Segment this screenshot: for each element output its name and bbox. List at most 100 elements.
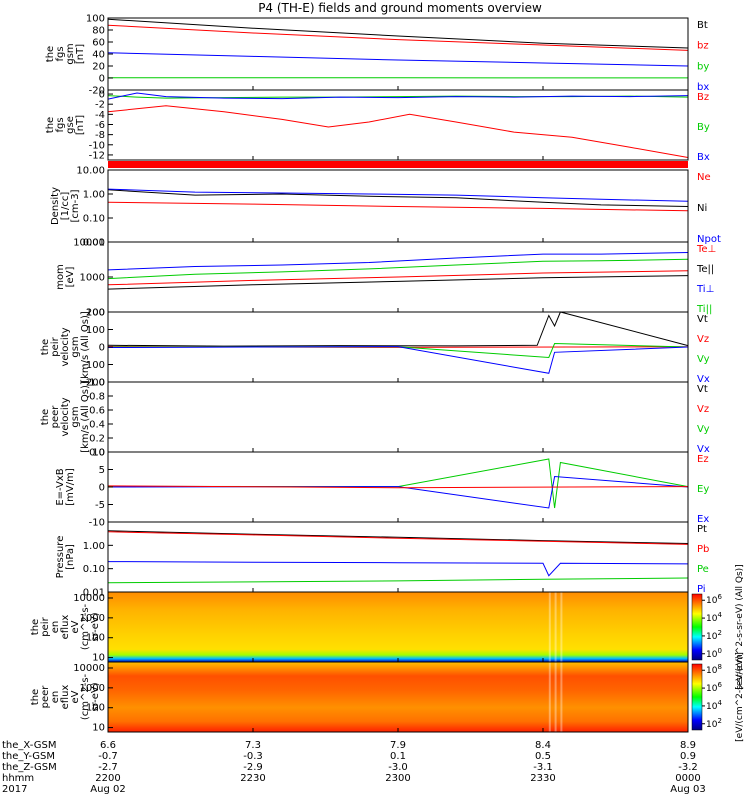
y-tick-label: -4: [95, 110, 105, 121]
x-axis-value: -3.1: [533, 762, 553, 773]
legend-label-Ey: Ey: [697, 484, 709, 495]
panel-fgs-gse: 0-2-4-6-8-10-12 Bz By Bx thefgsgse[nT]: [45, 89, 710, 163]
y-tick-label: 0.10: [83, 564, 105, 575]
panel-peer-velocity: 1.0 0.8 0.6 0.4 0.2 0.0 Vt Vz Vy Vx thepeervelocit…: [40, 378, 710, 459]
x-axis-value: 6.6: [100, 740, 116, 751]
y-tick-label: -12: [89, 150, 105, 161]
y-tick-label: 100: [86, 14, 105, 25]
y-tick-label: 0.4: [89, 420, 105, 431]
colorbar-label: [eV/(cm^2-s-sr-eV) (All Qs)]: [735, 564, 745, 689]
legend-label-By: By: [697, 122, 710, 133]
y-tick-label: 5: [99, 465, 105, 476]
series-line-bz: [107, 24, 689, 51]
y-tick-label: -100: [82, 360, 105, 371]
spectrogram-stripe: [548, 592, 551, 662]
panel-peir-eflux: 10000 1000 100 10 106 104 102 100 [eV/(cm^2-s-sr…: [30, 564, 745, 689]
x-axis-value: 8.4: [535, 740, 551, 751]
series-line-Pt: [107, 530, 689, 544]
spectrogram: [108, 592, 688, 662]
y-tick-label: 0.01: [83, 238, 105, 249]
y-axis-label: thepeirenefluxeV(cm^2-s-sr-eV): [30, 603, 101, 650]
y-tick-label: 40: [92, 50, 105, 61]
spectrogram-stripe: [560, 662, 563, 732]
x-axis-value: 0.5: [535, 751, 551, 762]
panel-frame: [107, 89, 689, 161]
x-axis-value: 2200: [95, 773, 120, 784]
y-tick-label: 0: [99, 483, 105, 494]
x-axis-value: 0.9: [680, 751, 696, 762]
y-axis-label: thepeerenefluxeV(cm^2-s-sr-eV): [30, 673, 101, 720]
y-tick-label: 1.0: [89, 378, 105, 389]
x-axis-value: 8.9: [680, 740, 696, 751]
panel-frame: [107, 381, 689, 453]
y-tick-label: 1.00: [83, 541, 105, 552]
panel-pressure: 1.00 0.10 0.01 Pt Pb Pe Pi Pressure[nPa]: [55, 521, 709, 599]
series-line-Te||: [107, 275, 689, 290]
x-axis-value: -0.7: [98, 751, 118, 762]
series-line-Pb: [107, 531, 689, 545]
y-axis-label: Pressure[nPa]: [55, 536, 76, 579]
y-tick-label: 10: [92, 723, 105, 734]
x-axis-value: Aug 03: [670, 784, 705, 795]
legend-label-Vt: Vt: [697, 384, 708, 395]
series-line-Bz: [107, 105, 689, 158]
x-axis-annotations: the_X-GSMthe_Y-GSMthe_Z-GSMhhmm20176.6-0…: [2, 740, 706, 795]
y-axis-label: thepeirvelocitygsm[km/s (All Qs)]: [40, 311, 91, 383]
y-tick-label: 100: [86, 325, 105, 336]
series-line-Vt: [107, 311, 689, 347]
legend-label-Pt: Pt: [697, 524, 707, 535]
legend-label-Vz: Vz: [697, 334, 709, 345]
panel-frame: [107, 17, 689, 91]
colorbar-tick-label: 104: [706, 611, 722, 624]
x-axis-value: Aug 02: [90, 784, 125, 795]
series-line-Ti||: [107, 258, 689, 280]
legend-label-Vy: Vy: [697, 424, 710, 435]
legend-label-Vy: Vy: [697, 354, 710, 365]
colorbar-tick-label: 102: [706, 717, 722, 730]
legend-label-bz: bz: [697, 41, 709, 52]
legend-label-by: by: [697, 61, 709, 72]
x-axis-value: -3.2: [678, 762, 698, 773]
spectrogram-stripe: [554, 662, 557, 732]
legend-label-Ne: Ne: [697, 172, 711, 183]
x-axis-value: -2.9: [243, 762, 263, 773]
series-line-Ni: [107, 189, 689, 207]
series-line-Pi: [107, 561, 689, 577]
y-tick-label: 10: [92, 653, 105, 664]
x-axis-value: 2300: [385, 773, 410, 784]
legend-label-Vt: Vt: [697, 314, 708, 325]
chart-title: P4 (TH-E) fields and ground moments over…: [258, 1, 542, 15]
y-axis-label: thefgsgsm[nT]: [45, 43, 86, 64]
legend-label-Ni: Ni: [697, 203, 707, 214]
y-tick-label: 10000: [73, 238, 105, 249]
separator-band: [108, 161, 688, 168]
y-tick-label: 0.10: [83, 214, 105, 225]
colorbar-tick-label: 102: [706, 629, 722, 642]
colorbar: [691, 593, 703, 661]
spectrogram-stripe: [554, 592, 557, 662]
series-line-Ne: [107, 201, 689, 212]
series-line-Ez: [107, 485, 689, 489]
y-tick-label: 0.0: [89, 448, 105, 459]
y-tick-label: 0.2: [89, 434, 105, 445]
spectrogram: [108, 662, 688, 732]
y-tick-label: 0: [99, 343, 105, 354]
legend-label-Pi: Pi: [697, 584, 706, 595]
panel-peer-eflux: 10000 1000 100 10 108 106 104 102 [eV/(cm^2-s-sr…: [30, 652, 745, 742]
series-line-Ey: [107, 458, 689, 509]
y-tick-label: -2: [95, 100, 105, 111]
colorbar-tick-label: 100: [706, 647, 722, 660]
y-tick-label: 1000: [80, 273, 105, 284]
panel-efield: 10 5 0 -5 -10 Ez Ey Ex E=-VxB[mV/m]: [55, 448, 709, 529]
spectrogram-stripe: [548, 662, 551, 732]
panel-density: 10.00 1.00 0.10 0.01 Ne Ni Npot Density[1/cc][c…: [50, 166, 721, 249]
y-tick-label: 1000: [80, 613, 105, 624]
series-line-Ex: [107, 475, 689, 509]
x-axis-value: -0.3: [243, 751, 263, 762]
series-line-bx: [107, 52, 689, 67]
y-axis-label: thefgsgse[nT]: [45, 115, 86, 135]
y-tick-label: 0.6: [89, 406, 105, 417]
x-axis-row-label: the_X-GSM: [2, 740, 56, 751]
